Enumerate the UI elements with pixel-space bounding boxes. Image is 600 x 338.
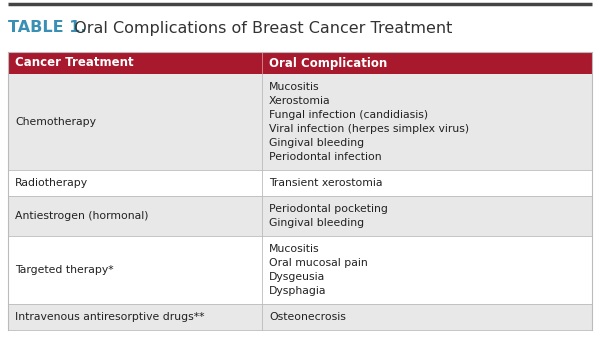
Bar xyxy=(8,52,592,74)
Text: TABLE 1.: TABLE 1. xyxy=(8,21,86,35)
Bar xyxy=(8,304,592,330)
Text: Gingival bleeding: Gingival bleeding xyxy=(269,218,364,228)
Text: Targeted therapy*: Targeted therapy* xyxy=(15,265,113,275)
Text: Dysgeusia: Dysgeusia xyxy=(269,272,325,282)
Text: Mucositis: Mucositis xyxy=(269,244,320,254)
Text: Oral Complications of Breast Cancer Treatment: Oral Complications of Breast Cancer Trea… xyxy=(64,21,452,35)
Bar xyxy=(8,170,592,196)
Text: Antiestrogen (hormonal): Antiestrogen (hormonal) xyxy=(15,211,149,221)
Text: Cancer Treatment: Cancer Treatment xyxy=(15,56,134,70)
Text: Chemotherapy: Chemotherapy xyxy=(15,117,96,127)
Text: Gingival bleeding: Gingival bleeding xyxy=(269,138,364,148)
Text: Radiotherapy: Radiotherapy xyxy=(15,178,88,188)
Bar xyxy=(8,74,592,170)
Text: Dysphagia: Dysphagia xyxy=(269,286,326,296)
Text: Intravenous antiresorptive drugs**: Intravenous antiresorptive drugs** xyxy=(15,312,205,322)
Bar xyxy=(8,196,592,236)
Bar xyxy=(8,236,592,304)
Text: Xerostomia: Xerostomia xyxy=(269,96,331,106)
Text: Periodontal infection: Periodontal infection xyxy=(269,152,382,162)
Text: Transient xerostomia: Transient xerostomia xyxy=(269,178,383,188)
Text: Oral Complication: Oral Complication xyxy=(269,56,387,70)
Text: Mucositis: Mucositis xyxy=(269,82,320,92)
Text: Periodontal pocketing: Periodontal pocketing xyxy=(269,204,388,214)
Text: Viral infection (herpes simplex virus): Viral infection (herpes simplex virus) xyxy=(269,124,469,134)
Text: Oral mucosal pain: Oral mucosal pain xyxy=(269,258,368,268)
Text: Osteonecrosis: Osteonecrosis xyxy=(269,312,346,322)
Text: Fungal infection (candidiasis): Fungal infection (candidiasis) xyxy=(269,110,428,120)
